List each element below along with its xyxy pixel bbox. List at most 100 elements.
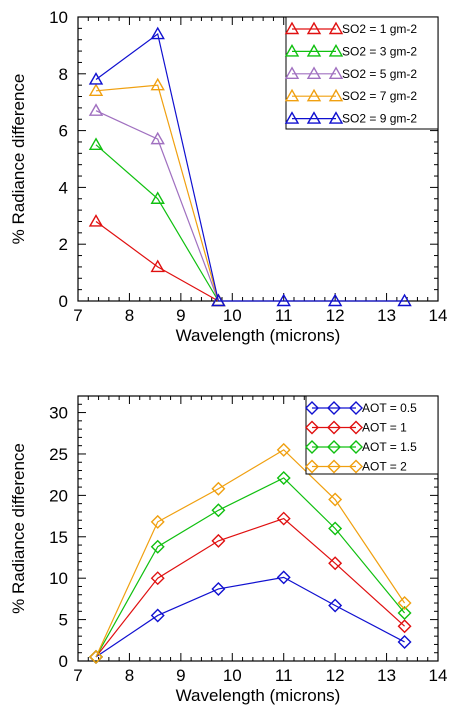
y-tick-label: 8 <box>59 65 68 84</box>
data-point <box>327 293 343 307</box>
y-tick-label: 6 <box>59 122 68 141</box>
y-axis-title: % Radiance difference <box>9 74 28 245</box>
data-point <box>328 492 343 507</box>
legend-marker <box>306 88 322 102</box>
legend-entry: AOT = 1 <box>305 420 407 435</box>
legend-entry: SO2 = 9 gm-2 <box>284 111 417 126</box>
data-point <box>150 539 165 554</box>
data-point <box>211 481 226 496</box>
legend-marker <box>305 440 319 454</box>
x-tick-label: 9 <box>176 666 185 685</box>
legend-entry: SO2 = 1 gm-2 <box>284 21 417 36</box>
legend-marker <box>306 43 322 57</box>
legend-label: AOT = 2 <box>362 460 407 474</box>
legend-marker <box>306 111 322 124</box>
legend-marker <box>305 420 319 435</box>
data-point <box>276 293 291 307</box>
y-tick-label: 15 <box>49 528 68 547</box>
series-line <box>95 576 405 658</box>
legend-entry: SO2 = 7 gm-2 <box>284 88 417 103</box>
legend-marker <box>328 21 344 35</box>
x-tick-label: 11 <box>275 666 293 685</box>
data-point <box>397 605 412 620</box>
x-tick-label: 10 <box>223 666 242 685</box>
data-point <box>397 596 412 611</box>
data-point <box>150 131 165 145</box>
legend-entry: AOT = 0.5 <box>305 401 417 415</box>
legend-marker <box>284 21 300 35</box>
legend-marker <box>284 88 300 102</box>
legend-label: AOT = 0.5 <box>362 401 417 415</box>
data-point <box>150 77 165 91</box>
x-tick-label: 12 <box>326 306 345 325</box>
series-5 <box>88 26 412 307</box>
legend-marker <box>284 66 300 80</box>
x-tick-label: 14 <box>429 666 448 685</box>
data-point <box>276 442 291 457</box>
y-axis-title: % Radiance difference <box>9 443 28 614</box>
legend-entry: AOT = 2 <box>305 459 407 474</box>
legend-marker <box>328 66 344 80</box>
legend-entry: SO2 = 5 gm-2 <box>284 66 417 81</box>
series-line <box>95 449 406 658</box>
x-tick-label: 9 <box>176 306 185 325</box>
series-3 <box>89 470 412 664</box>
legend-marker <box>306 21 322 35</box>
data-point <box>211 293 226 307</box>
legend-marker <box>328 111 344 124</box>
data-point <box>150 571 165 586</box>
legend-marker <box>327 459 341 474</box>
x-axis-title: Wavelength (microns) <box>176 686 341 705</box>
legend-marker <box>284 43 300 57</box>
legend-entry: SO2 = 3 gm-2 <box>284 43 417 58</box>
series-line <box>95 84 219 302</box>
series-line <box>95 33 405 302</box>
data-point <box>150 26 165 40</box>
data-point <box>397 293 412 307</box>
legend-marker <box>328 88 344 102</box>
series-line <box>95 110 219 302</box>
legend-marker <box>327 440 341 454</box>
data-point <box>211 581 226 596</box>
data-point <box>150 608 165 623</box>
x-tick-label: 13 <box>377 666 396 685</box>
series-4 <box>89 442 412 664</box>
legend-label: SO2 = 9 gm-2 <box>342 112 417 126</box>
data-point <box>211 503 226 518</box>
legend-label: SO2 = 5 gm-2 <box>342 67 417 81</box>
legend-label: AOT = 1 <box>362 421 407 435</box>
y-tick-label: 20 <box>49 486 68 505</box>
x-tick-label: 13 <box>377 306 396 325</box>
y-tick-label: 0 <box>59 292 68 311</box>
y-tick-label: 2 <box>59 235 68 254</box>
x-tick-label: 8 <box>125 306 134 325</box>
x-tick-label: 12 <box>326 666 345 685</box>
x-axis-title: Wavelength (microns) <box>176 326 341 345</box>
y-tick-label: 10 <box>49 569 68 588</box>
legend: SO2 = 1 gm-2 SO2 = 3 gm-2 SO2 = 5 gm-2 SO2 … <box>284 16 439 130</box>
legend-marker <box>327 420 341 435</box>
legend-box <box>305 395 439 475</box>
x-tick-label: 11 <box>275 306 293 325</box>
series-2 <box>88 137 226 307</box>
data-point <box>150 514 165 529</box>
data-point <box>150 259 165 273</box>
x-tick-label: 14 <box>429 306 448 325</box>
x-tick-label: 10 <box>223 306 242 325</box>
x-tick-label: 8 <box>125 666 134 685</box>
chart-panel-2: 7 8 9 10 11 12 13 14 0 5 10 15 20 25 30 Wavelength (mic… <box>9 395 448 705</box>
data-point <box>397 619 412 634</box>
legend-marker <box>328 43 344 57</box>
series-2 <box>89 511 412 664</box>
series-1 <box>88 214 226 307</box>
data-point <box>276 511 291 526</box>
data-point <box>328 521 343 536</box>
legend-label: SO2 = 3 gm-2 <box>342 44 417 58</box>
data-point <box>276 470 291 485</box>
legend-label: SO2 = 1 gm-2 <box>342 22 417 36</box>
legend-marker <box>305 459 319 474</box>
legend-marker <box>349 420 363 435</box>
legend-marker <box>349 401 363 415</box>
data-point <box>211 533 226 548</box>
